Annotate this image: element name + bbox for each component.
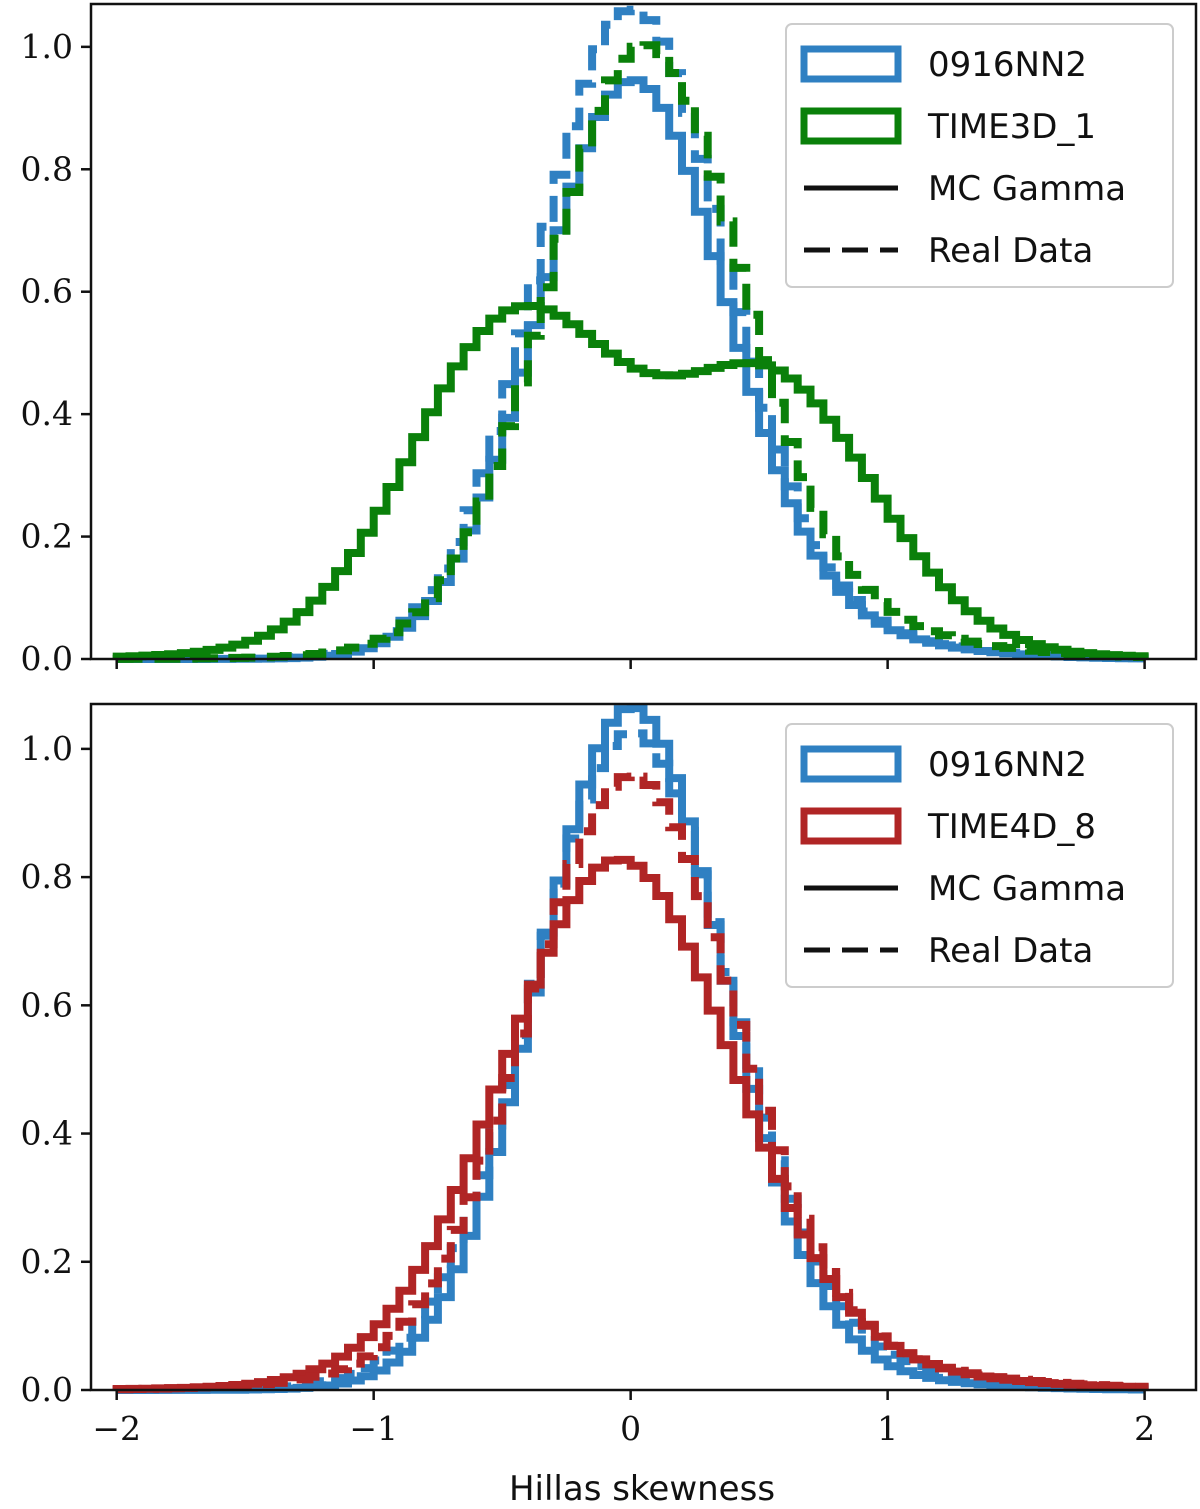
legend-label-4: Real Data: [928, 931, 1093, 971]
y-tick-label: 0.8: [21, 149, 73, 188]
histogram-series-4: [112, 41, 1149, 663]
y-tick-label: 0.8: [21, 857, 73, 896]
axes-frame: [89, 702, 1198, 1392]
legend-label-1: 0916NN2: [928, 45, 1087, 85]
histogram-series-1: [116, 76, 1149, 663]
legend-label-1: 0916NN2: [928, 745, 1087, 785]
x-tick-label: 0: [620, 1409, 641, 1448]
x-tick-label: −2: [92, 1409, 141, 1448]
legend-label-3: MC Gamma: [928, 869, 1126, 909]
y-tick-label: 0.2: [21, 517, 73, 556]
y-tick-label: 1.0: [21, 729, 73, 768]
legend-box: [785, 723, 1174, 988]
legend-swatch-2: [800, 807, 902, 845]
legend-label-4: Real Data: [928, 231, 1093, 271]
y-tick-label: 1.0: [21, 27, 73, 66]
legend-label-2: TIME3D_1: [927, 107, 1096, 147]
y-tick-label: 0.0: [21, 639, 73, 678]
top-panel: 0.0 0.2 0.4 0.6 0.8 1.0 0916NN2 TIME3D_1 MC Gamm…: [21, 2, 1198, 678]
histogram-series-3: [112, 302, 1149, 661]
bottom-panel: 0.0 0.2 0.4 0.6 0.8 1.0 −2 −1 0 1 2 0916NN2 TIME4D_8…: [21, 702, 1198, 1448]
histogram-series-4: [112, 772, 1149, 1393]
y-tick-label: 0.0: [21, 1370, 73, 1409]
legend-swatch-2: [800, 107, 902, 145]
x-tick-label: 2: [1134, 1409, 1155, 1448]
legend-label-3: MC Gamma: [928, 169, 1126, 209]
legend: 0916NN2 TIME3D_1 MC Gamma Real Data: [785, 23, 1174, 288]
legend-swatch-1: [800, 45, 902, 83]
y-tick-label: 0.2: [21, 1242, 73, 1281]
legend-label-2: TIME4D_8: [927, 807, 1096, 847]
legend-box: [785, 23, 1174, 288]
legend: 0916NN2 TIME4D_8 MC Gamma Real Data: [785, 723, 1174, 988]
axes-frame: [89, 2, 1198, 661]
x-tick-label: 1: [877, 1409, 898, 1448]
x-tick-label: −1: [349, 1409, 398, 1448]
y-tick-label: 0.4: [21, 394, 73, 433]
y-tick-label: 0.6: [21, 985, 73, 1024]
y-tick-label: 0.6: [21, 272, 73, 311]
legend-swatch-1: [800, 745, 902, 783]
y-tick-label: 0.4: [21, 1114, 73, 1153]
x-axis-label: Hillas skewness: [509, 1469, 775, 1509]
